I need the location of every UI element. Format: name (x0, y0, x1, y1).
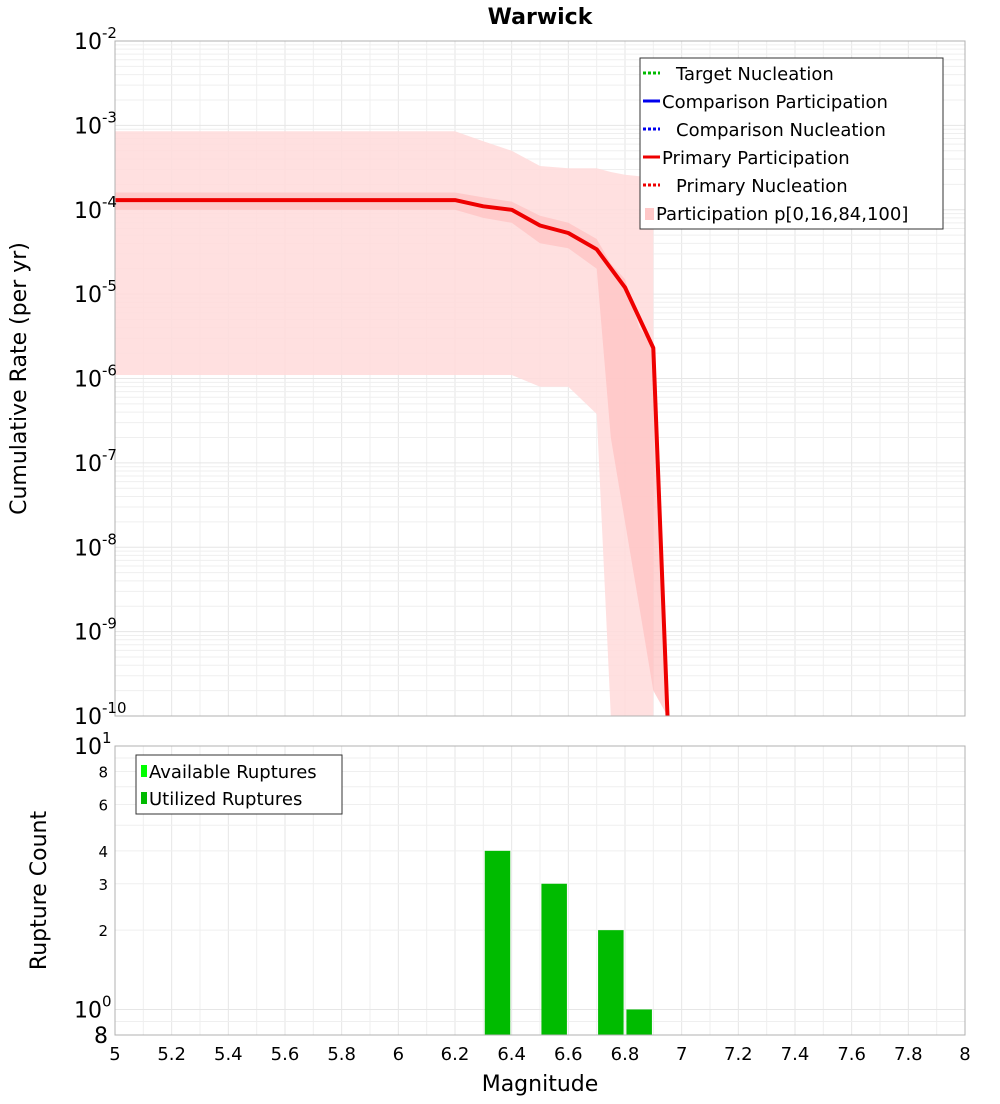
chart-title: Warwick (488, 5, 594, 30)
legend-label: Participation p[0,16,84,100] (656, 204, 908, 225)
rupture-bar (626, 1009, 652, 1035)
y-axis-label: Cumulative Rate (per yr) (7, 242, 32, 515)
legend-box (639, 57, 944, 230)
legend-label: Primary Nucleation (676, 176, 848, 197)
bottom-legend-label: Available Ruptures (149, 762, 317, 783)
bottom-y-minor-tick-label: 3 (98, 876, 108, 894)
bottom-legend-box (135, 754, 343, 815)
bottom-y-minor-tick-label: 4 (98, 843, 108, 861)
participation-band-p0-p100 (115, 131, 654, 717)
rupture-bar (541, 883, 567, 1035)
bottom-y-minor-tick-label: 6 (98, 796, 108, 814)
rupture-bar (484, 850, 511, 1035)
x-tick-label: 5.6 (271, 1044, 300, 1065)
x-tick-label: 8 (959, 1044, 970, 1065)
x-tick-label: 6.2 (441, 1044, 470, 1065)
bottom-y-axis-label: Rupture Count (27, 811, 52, 971)
legend-label: Target Nucleation (675, 64, 834, 85)
x-tick-label: 5.8 (327, 1044, 356, 1065)
bottom-legend-swatch (141, 765, 147, 777)
legend-label: Comparison Nucleation (676, 120, 886, 141)
y-tick-label: 10-8 (74, 530, 117, 561)
legend-label: Primary Participation (662, 148, 850, 169)
bottom-y-minor-tick-label: 8 (98, 764, 108, 782)
x-tick-label: 5.2 (157, 1044, 186, 1065)
bottom-y-minor-tick-label: 2 (98, 922, 108, 940)
y-tick-label: 10-7 (74, 446, 117, 477)
x-tick-label: 5.4 (214, 1044, 243, 1065)
y-tick-label: 10-4 (74, 193, 117, 224)
x-tick-label: 5 (109, 1044, 120, 1065)
x-tick-label: 7.2 (724, 1044, 753, 1065)
x-tick-label: 7.8 (894, 1044, 923, 1065)
y-tick-label: 10-10 (74, 699, 127, 730)
bottom-legend-label: Utilized Ruptures (149, 789, 302, 810)
x-tick-label: 7.4 (781, 1044, 810, 1065)
bottom-y-minor-tick-label: 8 (94, 1024, 108, 1049)
bottom-plot-frame (114, 745, 966, 1036)
y-tick-label: 10-3 (74, 108, 117, 139)
bottom-legend-swatch (141, 792, 147, 804)
y-tick-label: 10-5 (74, 277, 117, 308)
x-tick-label: 6.8 (611, 1044, 640, 1065)
x-tick-label: 7 (676, 1044, 687, 1065)
x-tick-label: 6.4 (497, 1044, 526, 1065)
top-plot-frame (114, 40, 966, 717)
y-tick-label: 10-9 (74, 615, 117, 646)
y-tick-label: 10-2 (74, 24, 117, 55)
series-line-primary-nucleation (115, 198, 669, 716)
x-axis-label: Magnitude (482, 1072, 599, 1097)
bottom-y-tick-label: 100 (74, 992, 112, 1023)
x-tick-label: 6.6 (554, 1044, 583, 1065)
legend-label: Comparison Participation (662, 92, 888, 113)
y-tick-label: 10-6 (74, 362, 117, 393)
legend-swatch (645, 208, 654, 220)
rupture-bar (598, 930, 624, 1035)
x-tick-label: 6 (393, 1044, 404, 1065)
bottom-y-tick-label: 101 (74, 729, 112, 760)
x-tick-label: 7.6 (837, 1044, 866, 1065)
